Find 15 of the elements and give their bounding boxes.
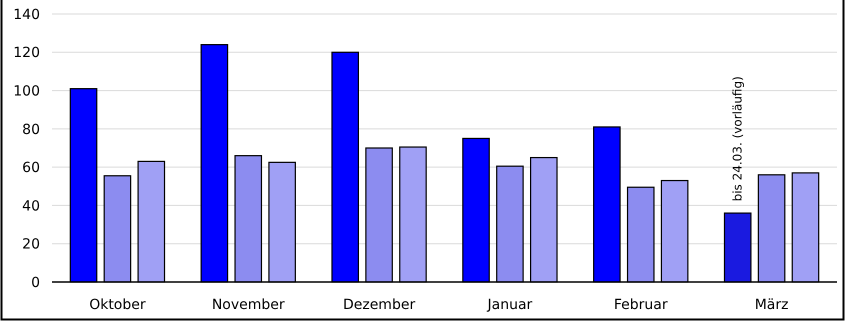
x-tick-label: Dezember (342, 297, 416, 313)
y-tick-label: 60 (22, 160, 40, 176)
y-tick-label: 100 (13, 83, 40, 100)
y-tick-label: 20 (22, 236, 40, 253)
y-tick-label: 0 (31, 274, 40, 291)
annotation: bis 24.03. (vorläufig) (730, 76, 745, 202)
y-tick-label: 120 (13, 45, 40, 62)
y-tick-label: 140 (13, 6, 40, 23)
y-tick-label: 80 (22, 122, 40, 138)
x-tick-label: Februar (614, 297, 668, 313)
y-tick-label: 40 (22, 198, 40, 214)
x-tick-label: März (754, 297, 788, 313)
x-tick-label: November (212, 297, 285, 313)
x-tick-label: Oktober (89, 297, 146, 313)
x-tick-label: Januar (486, 297, 533, 313)
